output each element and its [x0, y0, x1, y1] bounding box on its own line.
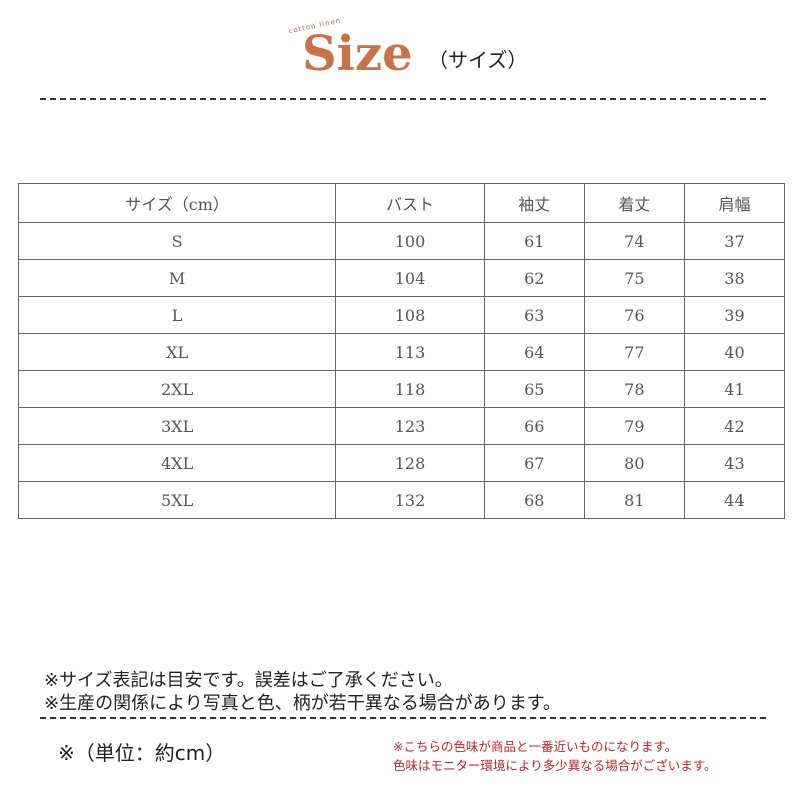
table-cell: 79	[583, 407, 685, 445]
table-cell: 61	[483, 222, 585, 260]
color-note-2: 色味はモニター環境により多少異なる場合がございます。	[393, 758, 717, 773]
table-cell: 65	[483, 370, 585, 408]
table-row: L 108 63 76 39	[17, 296, 786, 334]
note-1: ※サイズ表記は目安です。誤差はご了承ください。	[44, 670, 453, 691]
table-row: 5XL 132 68 81 44	[17, 481, 786, 519]
table-cell: 128	[335, 444, 485, 482]
size-table: サイズ（cm） バスト 袖丈 着丈 肩幅 S 100 61 74 37 M 104 62 75 38 L 10…	[17, 183, 786, 519]
table-row: 2XL 118 65 78 41	[17, 370, 786, 408]
table-cell: 108	[335, 296, 485, 334]
table-cell: 80	[583, 444, 685, 482]
table-cell: 76	[583, 296, 685, 334]
table-cell: 39	[683, 296, 786, 334]
note-2: ※生産の関係により写真と色、柄が若干異なる場合があります。	[44, 693, 561, 714]
table-cell: XL	[17, 333, 337, 371]
divider	[40, 717, 766, 719]
table-cell: M	[17, 259, 337, 297]
table-cell: 75	[583, 259, 685, 297]
table-cell: S	[17, 222, 337, 260]
color-note-1: ※こちらの色味が商品と一番近いものになります。	[393, 739, 678, 754]
table-cell: 3XL	[17, 407, 337, 445]
table-cell: 37	[683, 222, 786, 260]
table-cell: 66	[483, 407, 585, 445]
table-cell: 43	[683, 444, 786, 482]
table-cell: 78	[583, 370, 685, 408]
page-title: Size	[302, 26, 413, 82]
table-cell: 42	[683, 407, 786, 445]
table-cell: 104	[335, 259, 485, 297]
table-cell: 5XL	[17, 481, 337, 519]
table-header: サイズ（cm） バスト 袖丈 着丈 肩幅	[17, 183, 786, 223]
table-cell: 4XL	[17, 444, 337, 482]
table-cell: 64	[483, 333, 585, 371]
table-cell: 62	[483, 259, 585, 297]
table-cell: L	[17, 296, 337, 334]
table-cell: 63	[483, 296, 585, 334]
table-cell: 44	[683, 481, 786, 519]
table-cell: 118	[335, 370, 485, 408]
table-cell: 74	[583, 222, 685, 260]
divider	[40, 98, 766, 100]
column-header: 着丈	[583, 183, 685, 223]
unit-note: ※（単位：約cm）	[58, 741, 226, 765]
column-header: 袖丈	[483, 183, 585, 223]
table-row: 3XL 123 66 79 42	[17, 407, 786, 445]
table-cell: 113	[335, 333, 485, 371]
table-cell: 2XL	[17, 370, 337, 408]
column-header: 肩幅	[683, 183, 786, 223]
table-cell: 81	[583, 481, 685, 519]
table-row: XL 113 64 77 40	[17, 333, 786, 371]
table-row: S 100 61 74 37	[17, 222, 786, 260]
column-header: サイズ（cm）	[17, 183, 337, 223]
column-header: バスト	[335, 183, 485, 223]
table-cell: 67	[483, 444, 585, 482]
table-cell: 123	[335, 407, 485, 445]
table-cell: 41	[683, 370, 786, 408]
table-row: 4XL 128 67 80 43	[17, 444, 786, 482]
table-cell: 40	[683, 333, 786, 371]
table-cell: 38	[683, 259, 786, 297]
page-subtitle: （サイズ）	[428, 48, 528, 72]
table-row: M 104 62 75 38	[17, 259, 786, 297]
table-cell: 100	[335, 222, 485, 260]
table-cell: 68	[483, 481, 585, 519]
table-cell: 132	[335, 481, 485, 519]
table-cell: 77	[583, 333, 685, 371]
